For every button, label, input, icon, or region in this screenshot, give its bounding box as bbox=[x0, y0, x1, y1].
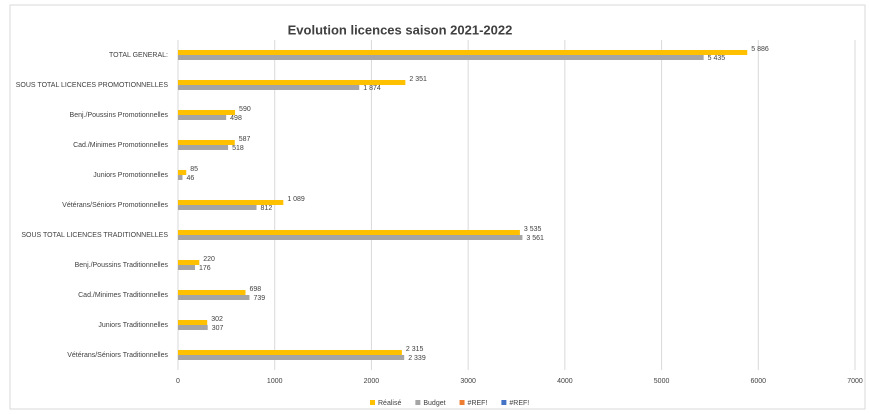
x-tick-label: 3000 bbox=[460, 378, 476, 385]
data-label: 46 bbox=[186, 175, 194, 182]
bar bbox=[178, 175, 183, 180]
bar bbox=[178, 55, 704, 60]
data-label: 2 351 bbox=[409, 76, 427, 83]
legend-swatch bbox=[501, 400, 507, 405]
bar bbox=[178, 145, 229, 150]
bar bbox=[178, 265, 196, 270]
bar bbox=[178, 115, 227, 120]
data-label: 812 bbox=[261, 205, 273, 212]
x-tick-label: 2000 bbox=[364, 378, 380, 385]
y-tick-label: TOTAL GENERAL: bbox=[109, 52, 168, 59]
data-label: 1 089 bbox=[287, 196, 305, 203]
y-tick-label: Vétérans/Séniors Promotionnelles bbox=[62, 202, 168, 209]
bar bbox=[178, 85, 360, 90]
bar bbox=[178, 140, 235, 145]
y-tick-label: Cad./Minimes Traditionnelles bbox=[78, 292, 168, 299]
data-label: 3 561 bbox=[526, 235, 544, 242]
data-label: 176 bbox=[199, 265, 211, 272]
x-tick-label: 5000 bbox=[654, 378, 670, 385]
data-label: 5 435 bbox=[708, 55, 726, 62]
legend-label: #REF! bbox=[468, 400, 488, 407]
bar bbox=[178, 170, 187, 175]
data-label: 2 315 bbox=[406, 346, 424, 353]
data-label: 307 bbox=[212, 325, 224, 332]
bar bbox=[178, 320, 208, 325]
y-tick-label: Benj./Poussins Traditionnelles bbox=[75, 262, 169, 269]
legend-swatch bbox=[415, 400, 421, 405]
chart-title: Evolution licences saison 2021-2022 bbox=[288, 22, 513, 37]
data-label: 590 bbox=[239, 106, 251, 113]
x-tick-label: 4000 bbox=[557, 378, 573, 385]
data-label: 302 bbox=[211, 316, 223, 323]
x-tick-label: 6000 bbox=[750, 378, 766, 385]
y-tick-label: SOUS TOTAL LICENCES PROMOTIONNELLES bbox=[16, 82, 169, 89]
data-label: 5 886 bbox=[751, 46, 769, 53]
y-tick-label: Benj./Poussins Promotionnelles bbox=[70, 112, 169, 119]
bar bbox=[178, 110, 236, 115]
y-tick-label: Vétérans/Séniors Traditionnelles bbox=[67, 352, 168, 359]
bar bbox=[178, 325, 208, 330]
bar bbox=[178, 260, 200, 265]
data-label: 1 874 bbox=[363, 85, 381, 92]
data-label: 220 bbox=[203, 256, 215, 263]
y-tick-label: Juniors Promotionnelles bbox=[93, 172, 168, 179]
bar bbox=[178, 230, 520, 235]
data-label: 3 535 bbox=[524, 226, 542, 233]
bar bbox=[178, 355, 405, 360]
legend-label: Budget bbox=[423, 400, 445, 407]
bar bbox=[178, 290, 246, 295]
bar bbox=[178, 80, 406, 85]
data-label: 587 bbox=[239, 136, 251, 143]
legend-swatch bbox=[370, 400, 375, 405]
legend-label: Réalisé bbox=[378, 400, 401, 407]
data-label: 2 339 bbox=[408, 355, 426, 362]
legend-label: #REF! bbox=[509, 400, 529, 407]
y-tick-label: SOUS TOTAL LICENCES TRADITIONNELLES bbox=[21, 232, 168, 239]
bar bbox=[178, 200, 284, 205]
y-tick-label: Juniors Traditionnelles bbox=[98, 322, 168, 329]
data-label: 698 bbox=[250, 286, 262, 293]
bar bbox=[178, 295, 250, 300]
legend-swatch bbox=[459, 400, 465, 405]
data-label: 85 bbox=[190, 166, 198, 173]
bar bbox=[178, 350, 402, 355]
x-tick-label: 0 bbox=[176, 378, 180, 385]
data-label: 739 bbox=[253, 295, 265, 302]
data-label: 498 bbox=[230, 115, 242, 122]
bar bbox=[178, 50, 748, 55]
data-label: 518 bbox=[232, 145, 244, 152]
x-tick-label: 1000 bbox=[267, 378, 283, 385]
bar bbox=[178, 205, 257, 210]
chart-area bbox=[9, 4, 866, 410]
x-tick-label: 7000 bbox=[847, 378, 863, 385]
bar bbox=[178, 235, 523, 240]
y-tick-label: Cad./Minimes Promotionnelles bbox=[73, 142, 168, 149]
